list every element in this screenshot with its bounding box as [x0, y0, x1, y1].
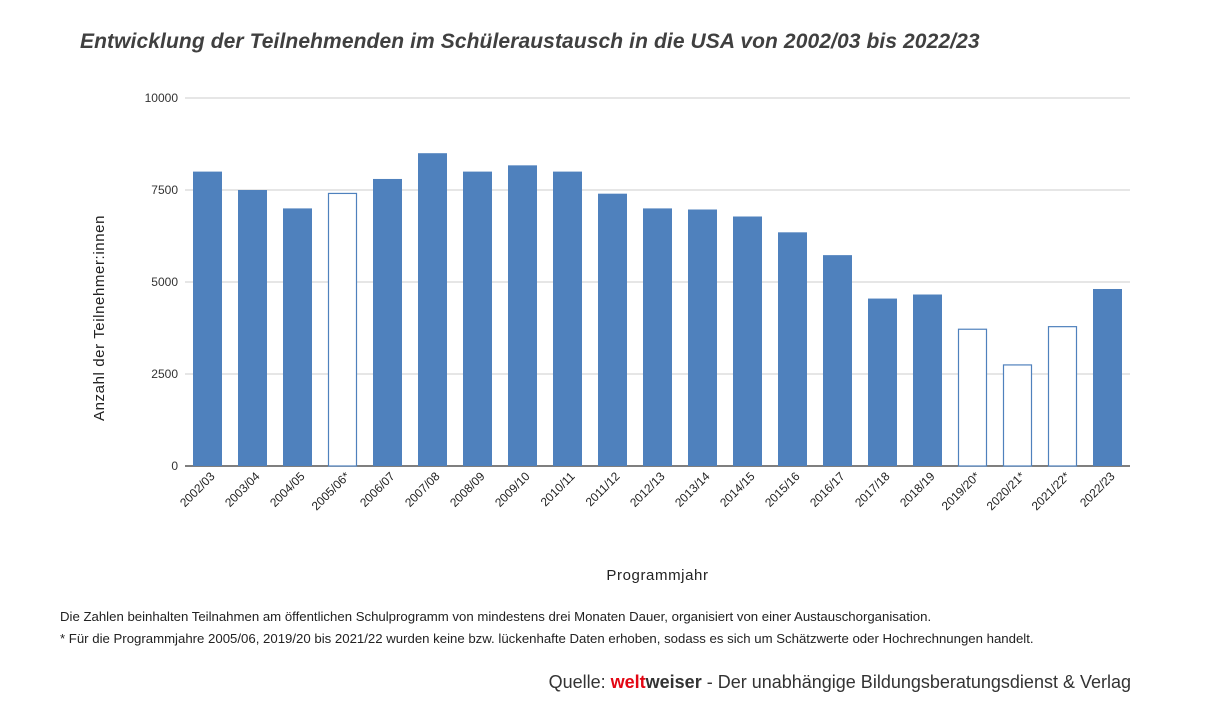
y-axis-label: Anzahl der Teilnehmer:innen: [91, 215, 108, 421]
x-tick-label: 2003/04: [222, 469, 263, 510]
x-tick-label: 2015/16: [762, 469, 803, 510]
bar: [193, 171, 222, 466]
y-tick-label: 5000: [151, 275, 178, 289]
bar: [823, 255, 852, 466]
y-tick-label: 10000: [145, 91, 179, 105]
x-tick-label: 2016/17: [807, 469, 848, 510]
x-tick-label: 2005/06*: [309, 469, 353, 513]
x-tick-label: 2004/05: [267, 469, 308, 510]
footnote-2: * Für die Programmjahre 2005/06, 2019/20…: [60, 631, 1034, 646]
bar: [598, 193, 627, 466]
x-tick-label: 2020/21*: [984, 469, 1028, 513]
y-axis-ticks: 0 2500 5000 7500 10000: [145, 91, 179, 473]
y-tick-label: 7500: [151, 183, 178, 197]
bar: [1093, 288, 1122, 466]
bar-chart: 0 2500 5000 7500 10000 2002/03 2003/04 2004/05…: [91, 91, 1130, 513]
y-tick-label: 0: [171, 459, 178, 473]
bar: [553, 171, 582, 466]
footnotes: Die Zahlen beinhalten Teilnahmen am öffe…: [60, 606, 1034, 650]
bars: [193, 153, 1122, 467]
x-tick-label: 2013/14: [672, 469, 713, 510]
x-tick-label: 2014/15: [717, 469, 758, 510]
bar: [463, 171, 492, 466]
source-line: Quelle: weltweiser - Der unabhängige Bil…: [549, 672, 1131, 693]
bar-estimated: [327, 192, 358, 467]
source-prefix: Quelle:: [548, 672, 611, 692]
bar: [913, 294, 942, 466]
y-tick-label: 2500: [151, 367, 178, 381]
x-tick-label: 2011/12: [583, 469, 623, 509]
bar: [643, 208, 672, 466]
x-tick-label: 2017/18: [852, 469, 893, 510]
x-axis-ticks: 2002/03 2003/04 2004/05 2005/06* 2006/07 2007…: [177, 469, 1118, 513]
bar: [283, 208, 312, 466]
x-tick-label: 2006/07: [357, 469, 398, 510]
chart-title: Entwicklung der Teilnehmenden im Schüler…: [80, 30, 980, 53]
bar-estimated: [1002, 364, 1033, 467]
bar: [688, 209, 717, 466]
x-tick-label: 2002/03: [177, 469, 218, 510]
bar-estimated: [1047, 326, 1078, 467]
x-tick-label: 2012/13: [627, 469, 668, 510]
x-tick-label: 2018/19: [897, 469, 938, 510]
bar: [733, 216, 762, 466]
footnote-1: Die Zahlen beinhalten Teilnahmen am öffe…: [60, 609, 932, 624]
x-tick-label: 2021/22*: [1029, 469, 1073, 513]
x-tick-label: 2009/10: [492, 469, 533, 510]
bar: [238, 190, 267, 466]
x-tick-label: 2008/09: [447, 469, 488, 510]
bar: [778, 232, 807, 466]
brand-logo-weiser: weiser: [645, 672, 702, 692]
bar: [418, 153, 447, 466]
brand-logo-welt: welt: [610, 672, 646, 692]
x-tick-label: 2010/11: [538, 469, 578, 509]
bar: [373, 178, 402, 466]
bar: [508, 165, 537, 466]
x-tick-label: 2019/20*: [939, 469, 983, 513]
x-axis-label: Programmjahr: [606, 567, 709, 584]
bar-estimated: [957, 328, 988, 467]
x-tick-label: 2007/08: [402, 469, 443, 510]
source-suffix: - Der unabhängige Bildungsberatungsdiens…: [701, 672, 1131, 692]
x-tick-label: 2022/23: [1077, 469, 1118, 510]
bar: [868, 298, 897, 466]
